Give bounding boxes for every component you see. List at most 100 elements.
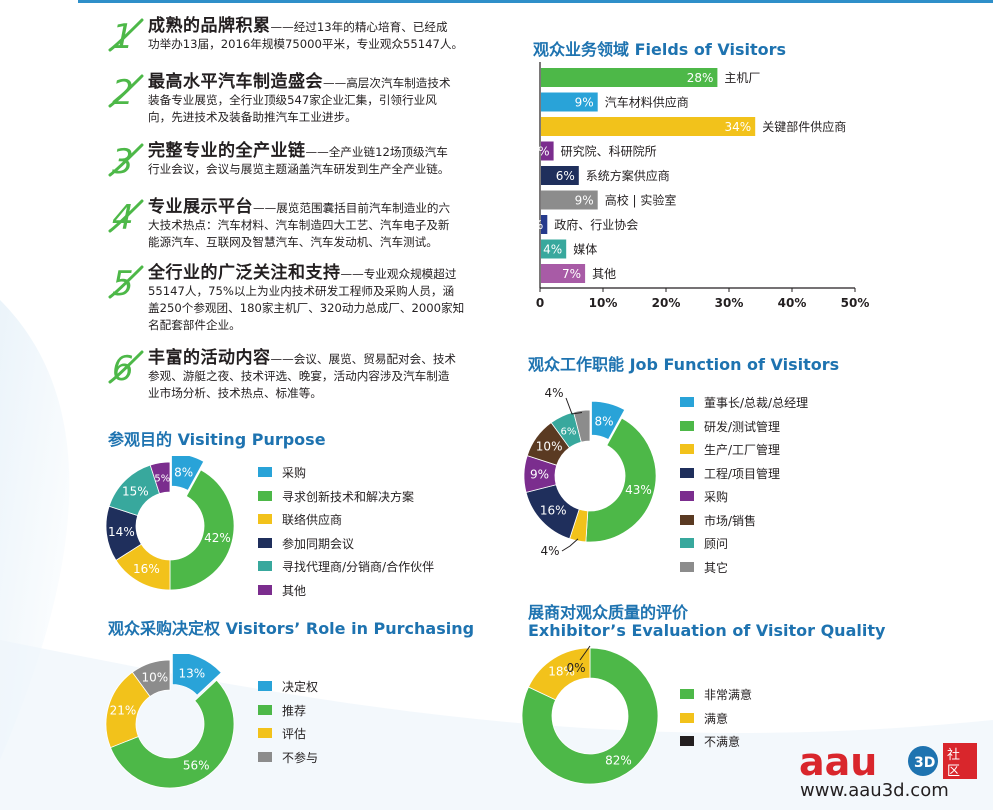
bar: [541, 117, 756, 136]
feature-heading: 完整专业的全产业链: [148, 141, 306, 161]
legend-label: 联络供应商: [282, 513, 343, 527]
svg-text:aau: aau: [799, 740, 877, 784]
bar: [541, 68, 718, 87]
feature-line: 55147人，75%以上为业内技术研发工程师及采购人员，涵: [148, 284, 455, 298]
feature-line: 名配套部件企业。: [148, 318, 241, 332]
donut-slice: [521, 647, 659, 785]
legend-swatch: [258, 490, 272, 501]
feature-number: 3: [112, 142, 134, 182]
legend-swatch: [680, 491, 694, 501]
bar-value-label: 9%: [575, 194, 594, 208]
slice-value-label: 10%: [142, 670, 169, 684]
feature-text: 专业展示平台——展览范围囊括目前汽车制造业的六 大技术热点：汽车材料、汽车制造四大…: [148, 197, 451, 250]
bar-category-label: 其他: [592, 267, 616, 281]
legend-label: 满意: [704, 711, 729, 726]
legend-swatch: [680, 538, 694, 548]
bar: [541, 215, 548, 234]
feature-line: 高层次汽车制造技术: [346, 76, 451, 90]
feature-number-icon: 4: [108, 198, 144, 238]
chart-title-exhibitor-eval-cn: 展商对观众质量的评价: [528, 603, 689, 622]
legend-swatch: [258, 584, 272, 595]
legend-swatch: [258, 537, 272, 548]
bar: [541, 239, 567, 259]
chart-title-visiting-purpose: 参观目的 Visiting Purpose: [108, 430, 326, 449]
legend-swatch: [680, 467, 694, 478]
slice-value-label: 8%: [174, 466, 193, 480]
bar-value-label: 1%: [524, 218, 543, 232]
legend-swatch: [258, 561, 272, 571]
donut-chart-role-purchasing: 13% 56% 21% 10%: [105, 654, 235, 789]
bar-value-label: 9%: [575, 96, 594, 110]
legend-swatch: [680, 689, 694, 699]
donut-slice: [171, 654, 222, 696]
legend-swatch: [258, 704, 272, 715]
bar-value-label: 4%: [543, 243, 562, 257]
legend-swatch: [258, 514, 272, 524]
legend-swatch: [680, 514, 694, 525]
legend-swatch: [680, 397, 694, 407]
feature-text: 全行业的广泛关注和支持——专业观众规模超过 55147人，75%以上为业内技术研发…: [148, 263, 465, 333]
feature-line: 业市场分析、技术热点、标准等。: [148, 386, 322, 400]
slice-value-label: 10%: [536, 439, 563, 453]
feature-text: 最高水平汽车制造盛会——高层次汽车制造技术 装备专业展览，全行业顶级547家企业汇…: [148, 72, 451, 125]
bar-category-label: 政府、行业协会: [554, 217, 638, 232]
x-tick-label: 50%: [841, 296, 870, 310]
legend-label: 采购: [282, 466, 307, 480]
x-tick-label: 30%: [715, 296, 744, 310]
slice-value-label: 16%: [540, 504, 567, 518]
svg-text:社: 社: [947, 747, 960, 763]
legend-swatch: [258, 681, 272, 691]
donut-slice: [109, 679, 235, 789]
bar-category-label: 主机厂: [724, 71, 760, 85]
bar-category-label: 高校 | 实验室: [605, 193, 677, 208]
feature-text: 丰富的活动内容——会议、展览、贸易配对会、技术 参观、游艇之夜、技术评选、晚宴，活…: [148, 348, 457, 401]
feature-line: 装备专业展览，全行业顶级547家企业汇集，引领行业风: [148, 93, 437, 107]
legend-label: 寻找代理商/分销商/合作伙伴: [282, 560, 435, 574]
svg-text:区: 区: [947, 764, 960, 779]
bar-value-label: 34%: [725, 120, 752, 134]
bar-category-label: 系统方案供应商: [586, 168, 670, 183]
feature-heading: 丰富的活动内容: [148, 348, 271, 368]
feature-line: 行业会议，会议与展览主题涵盖汽车研发到生产全产业链。: [148, 162, 450, 176]
bar-value-label: 28%: [687, 71, 714, 85]
legend-swatch: [680, 736, 694, 746]
bar: [541, 92, 598, 112]
slice-value-label: 56%: [183, 758, 210, 772]
bar-value-label: 7%: [562, 267, 581, 281]
slice-value-label: 42%: [204, 531, 231, 545]
slice-value-label: 43%: [625, 483, 652, 497]
slice-value-label: 0%: [566, 661, 585, 675]
legend-label: 生产/工厂管理: [704, 443, 781, 457]
slice-value-label: 14%: [108, 525, 135, 539]
top-accent-line: [78, 0, 993, 3]
bar-category-label: 研究院、科研院所: [561, 144, 657, 159]
feature-heading: 最高水平汽车制造盛会: [148, 72, 323, 92]
feature-number: 5: [112, 264, 134, 304]
donut-slice: [131, 659, 171, 698]
donut-slice: [149, 461, 171, 495]
feature-line: 会议、展览、贸易配对会、技术: [293, 352, 457, 366]
feature-number-icon: 3: [108, 142, 144, 182]
feature-line: 展览范围囊括目前汽车制造业的六: [276, 201, 451, 215]
slice-value-label: 13%: [179, 667, 206, 681]
feature-number-icon: 1: [108, 17, 144, 57]
feature-number-icon: 2: [108, 73, 144, 113]
slice-value-label: 82%: [605, 754, 632, 768]
feature-line: 大技术热点：汽车材料、汽车制造四大工艺、汽车电子及新: [148, 218, 450, 232]
feature-line: 全产业链12场顶级汽车: [328, 145, 448, 159]
legend-label: 市场/销售: [704, 513, 757, 528]
donut-slice: [169, 469, 235, 591]
slice-value-label: 16%: [133, 562, 160, 576]
bar: [541, 264, 586, 283]
slice-value-label: 18%: [548, 664, 575, 678]
legend-label: 采购: [704, 490, 729, 504]
bar: [541, 166, 579, 185]
legend-label: 推荐: [282, 703, 307, 718]
feature-number: 4: [112, 198, 134, 238]
feature-text: 完整专业的全产业链——全产业链12场顶级汽车 行业会议，会议与展览主题涵盖汽车研发…: [148, 141, 450, 177]
bar-value-label: 6%: [556, 169, 575, 183]
bar-category-label: 关键部件供应商: [762, 119, 846, 134]
feature-line: 能源汽车、互联网及智慧汽车、汽车发动机、汽车测试。: [148, 235, 438, 249]
slice-value-label: 21%: [110, 703, 137, 717]
bar-value-label: 2%: [531, 145, 550, 159]
